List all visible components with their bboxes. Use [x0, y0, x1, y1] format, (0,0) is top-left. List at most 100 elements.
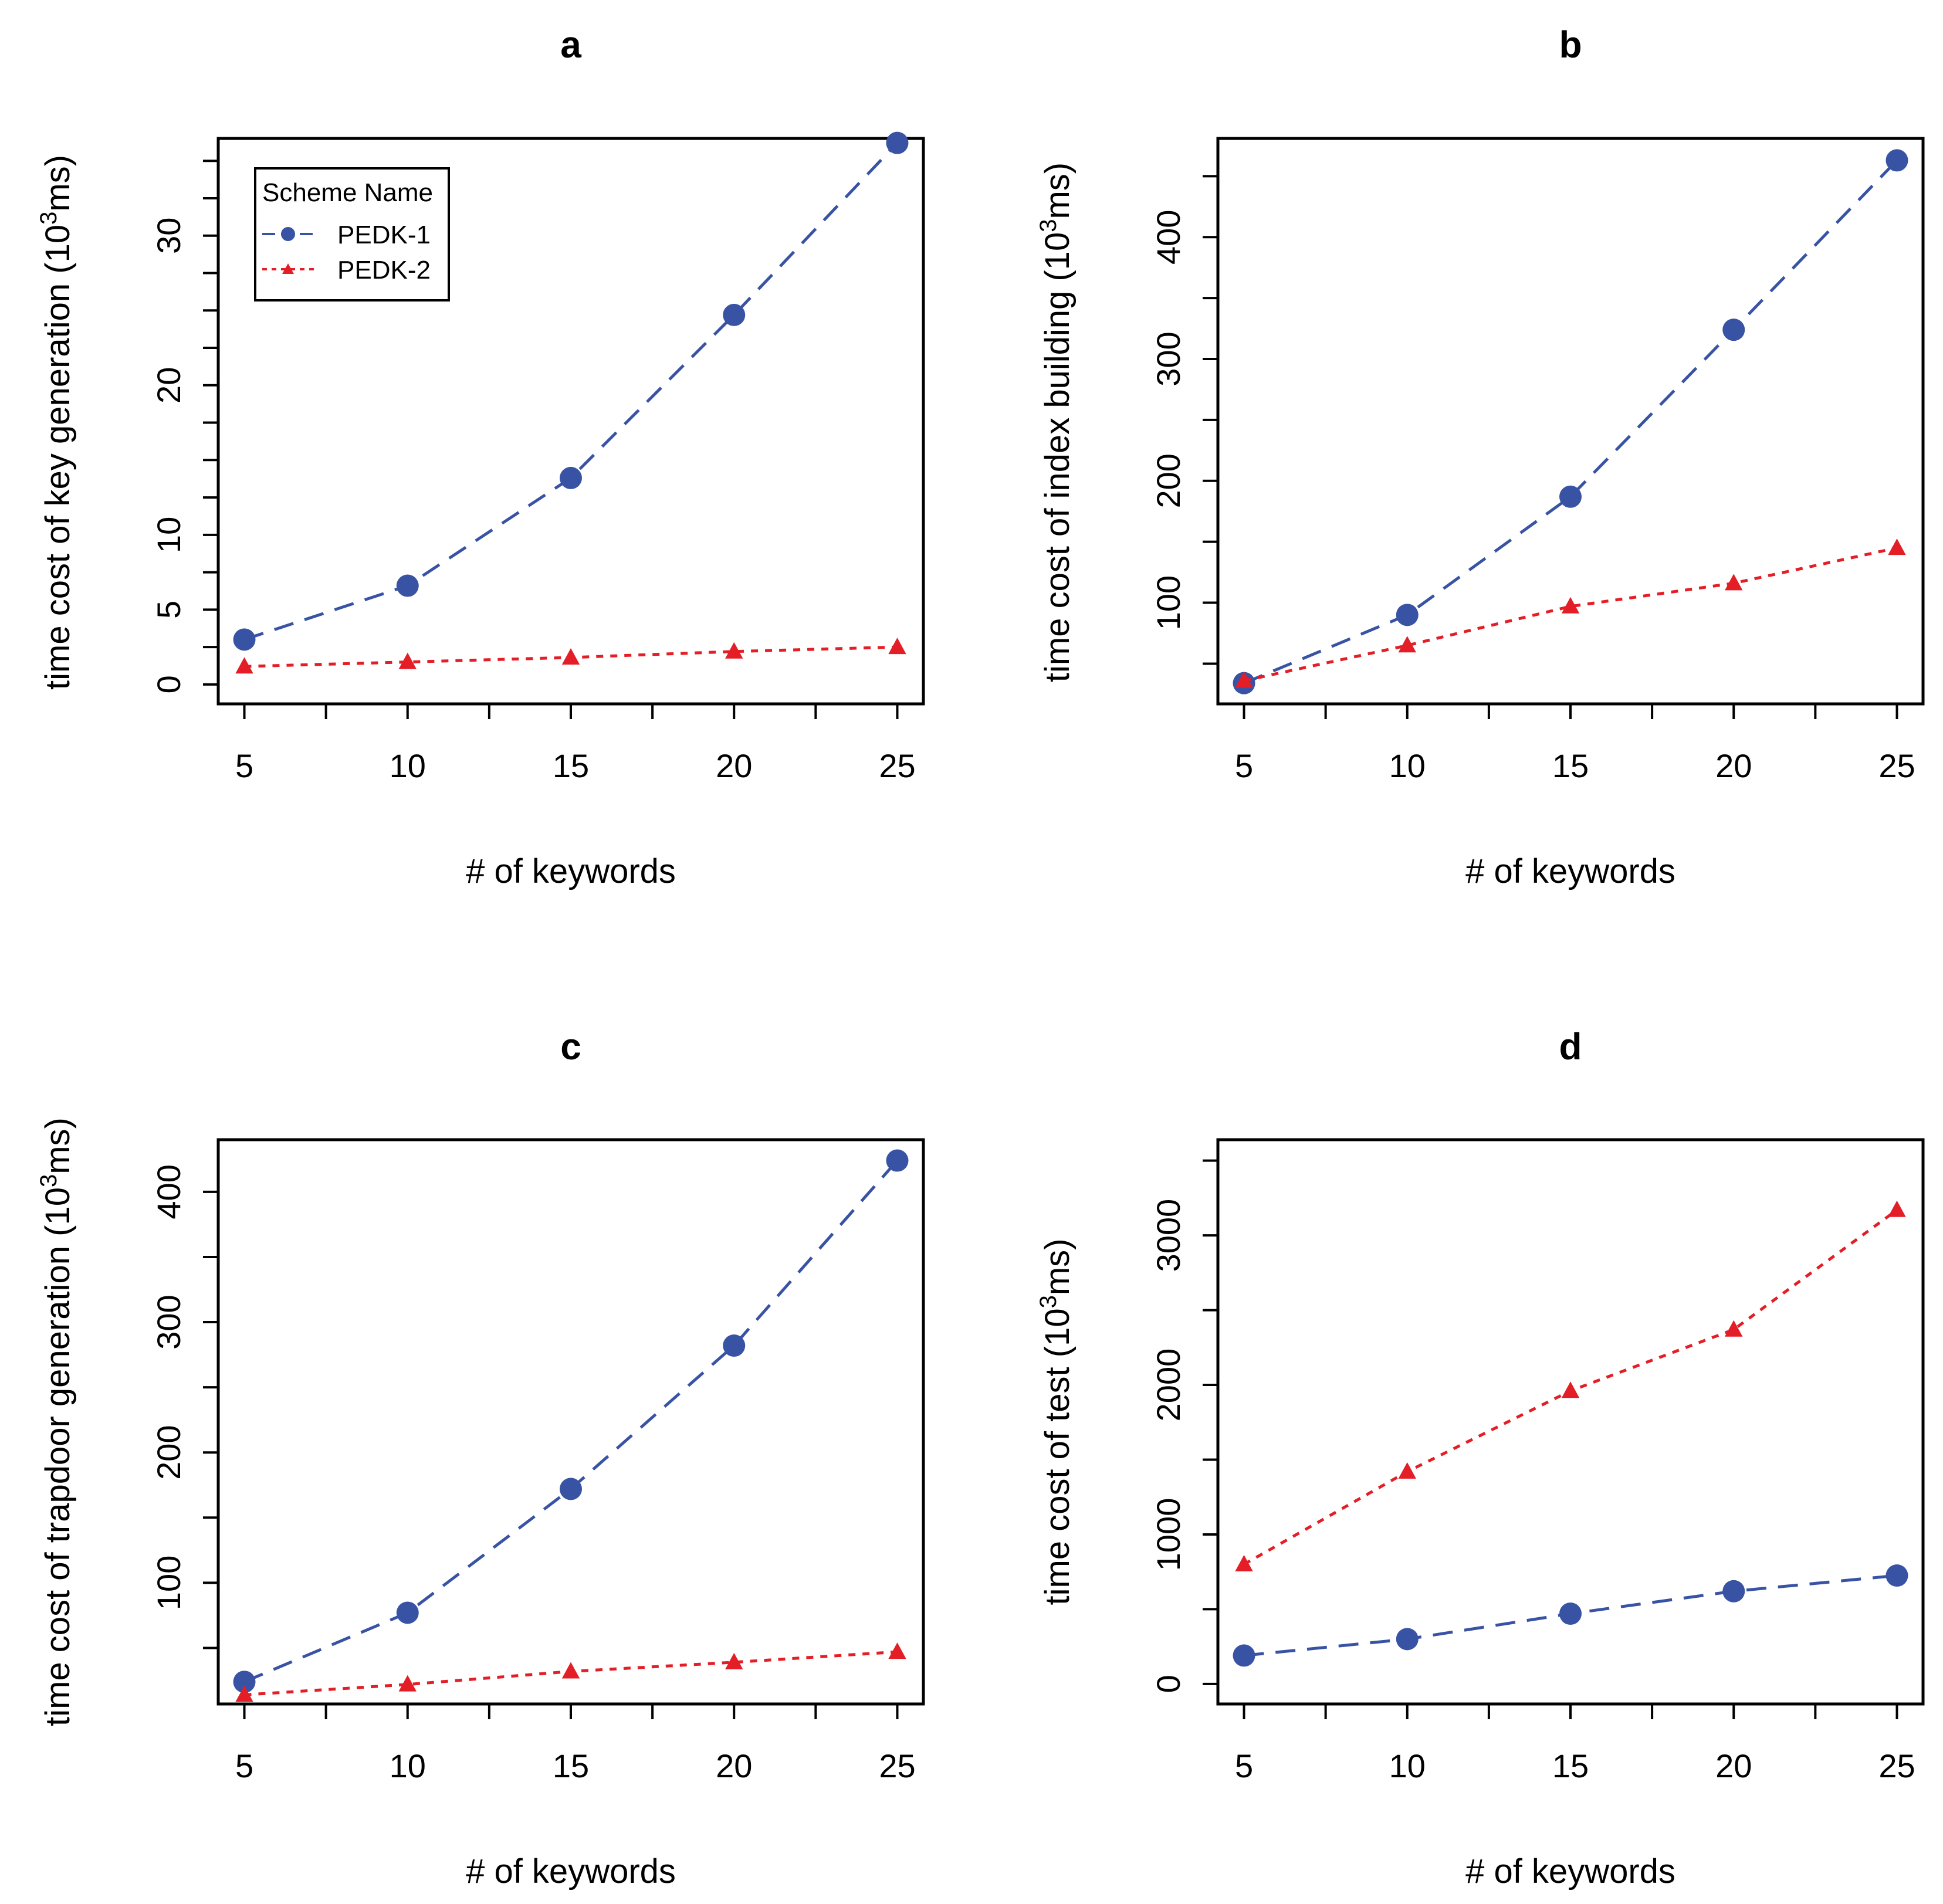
data-point [1233, 1644, 1255, 1667]
y-axis-label-exponent: 3 [36, 1174, 62, 1187]
data-point [560, 466, 582, 489]
series-pedk-2 [1235, 538, 1906, 688]
y-tick-label: 200 [150, 1425, 187, 1479]
data-point [888, 638, 906, 655]
x-axis: 5 10 15 20 25 [235, 704, 916, 784]
x-tick-label: 10 [390, 1747, 426, 1784]
data-point [886, 1149, 909, 1172]
data-point [233, 628, 256, 651]
x-axis: 5 10 15 20 25 [1235, 1704, 1915, 1784]
y-axis: 0 1000 2000 3000 [1150, 1159, 1218, 1693]
data-point [396, 1601, 419, 1624]
data-point [1235, 1554, 1253, 1571]
x-tick-label: 15 [553, 1747, 589, 1784]
y-axis-label-text: time cost of key generation (10 [39, 225, 77, 690]
data-point [233, 1671, 256, 1693]
x-tick-label: 5 [1235, 747, 1253, 784]
data-point [1886, 149, 1908, 172]
y-tick-label: 3000 [1150, 1199, 1187, 1272]
x-tick-label: 15 [1552, 747, 1589, 784]
data-point [1888, 1200, 1906, 1217]
series-pedk-2 [235, 638, 906, 674]
x-tick-label: 15 [1552, 1747, 1589, 1784]
y-axis: 0 5 10 20 30 [150, 160, 218, 693]
y-axis-label-exponent: 3 [1035, 219, 1061, 232]
y-tick-label: 10 [150, 517, 187, 553]
legend-title: Scheme Name [262, 178, 433, 207]
panel-title: a [560, 23, 581, 66]
data-point [1396, 1628, 1419, 1651]
y-tick-label: 300 [1150, 331, 1187, 386]
x-tick-label: 25 [1878, 747, 1915, 784]
data-point [1722, 1580, 1745, 1603]
x-tick-label: 25 [1878, 1747, 1915, 1784]
data-point [396, 574, 419, 597]
x-axis-label: # of keywords [1465, 1852, 1675, 1891]
data-point [1888, 538, 1906, 555]
data-point [1886, 1564, 1908, 1587]
panel-title: d [1559, 1025, 1582, 1068]
data-point [1725, 1320, 1743, 1337]
y-tick-label: 200 [1150, 453, 1187, 508]
x-tick-label: 20 [716, 747, 752, 784]
panel-title: b [1559, 23, 1582, 66]
y-tick-label: 0 [150, 675, 187, 693]
panel-c: c 5 10 15 20 25 # of keywords 100 200 300 400 time … [36, 1025, 925, 1891]
y-axis-label-exponent: 3 [36, 212, 62, 225]
series-pedk-1 [1233, 149, 1908, 694]
plot-frame [1216, 137, 1925, 706]
data-point [886, 131, 909, 154]
x-tick-label: 15 [553, 747, 589, 784]
data-point [725, 1652, 743, 1669]
y-tick-label: 0 [1150, 1675, 1187, 1693]
y-tick-label: 2000 [1150, 1349, 1187, 1422]
data-point [1398, 1462, 1416, 1479]
legend-item-label: PEDK-2 [337, 256, 431, 284]
y-axis: 100 200 300 400 [150, 1164, 218, 1649]
x-tick-label: 10 [390, 747, 426, 784]
y-axis-label: time cost of trapdoor generation (103ms) [36, 1117, 77, 1726]
series-pedk-1 [233, 1149, 909, 1693]
data-point [725, 642, 743, 659]
y-tick-label: 100 [150, 1556, 187, 1610]
x-tick-label: 5 [235, 747, 253, 784]
x-tick-label: 5 [235, 1747, 253, 1784]
data-point [1396, 604, 1419, 626]
data-point [1561, 597, 1580, 614]
x-tick-label: 20 [716, 1747, 752, 1784]
x-tick-label: 5 [1235, 1747, 1253, 1784]
y-axis-label-unit: ms) [39, 155, 77, 212]
data-point [398, 1675, 417, 1692]
panel-title: c [560, 1025, 581, 1068]
legend-item-label: PEDK-1 [337, 221, 431, 249]
y-axis-label-unit: ms) [1038, 162, 1077, 219]
y-axis-label: time cost of test (103ms) [1035, 1239, 1077, 1605]
x-axis: 5 10 15 20 25 [235, 1704, 916, 1784]
y-tick-label: 400 [1150, 210, 1187, 265]
y-axis-label-exponent: 3 [1035, 1295, 1061, 1308]
data-point [560, 1478, 582, 1500]
data-point [235, 1685, 253, 1702]
panel-d: d 5 10 15 20 25 # of keywords 0 1000 2000 3000 time… [1035, 1025, 1925, 1891]
y-axis-label-unit: ms) [39, 1117, 77, 1174]
y-tick-label: 100 [1150, 575, 1187, 630]
data-point [1722, 319, 1745, 341]
series-line [1243, 546, 1898, 682]
x-axis-label: # of keywords [1465, 852, 1675, 890]
series-pedk-1 [233, 131, 909, 651]
legend: Scheme Name PEDK-1 PEDK-2 [254, 167, 450, 301]
series-pedk-1 [1233, 1564, 1908, 1667]
y-axis-label-text: time cost of trapdoor generation (10 [39, 1187, 77, 1726]
x-tick-label: 20 [1715, 747, 1752, 784]
legend-swatch-marker [281, 227, 295, 241]
y-tick-label: 400 [150, 1164, 187, 1219]
panel-a: a 5 10 15 20 25 # of keywords 0 5 10 20 30 time cost… [36, 23, 925, 890]
y-tick-label: 300 [150, 1295, 187, 1349]
y-tick-label: 5 [150, 601, 187, 619]
legend-swatch-marker [282, 263, 294, 274]
data-point [1559, 1603, 1582, 1625]
data-point [1235, 671, 1253, 688]
y-axis-label-unit: ms) [1038, 1239, 1077, 1296]
data-point [1725, 574, 1743, 591]
